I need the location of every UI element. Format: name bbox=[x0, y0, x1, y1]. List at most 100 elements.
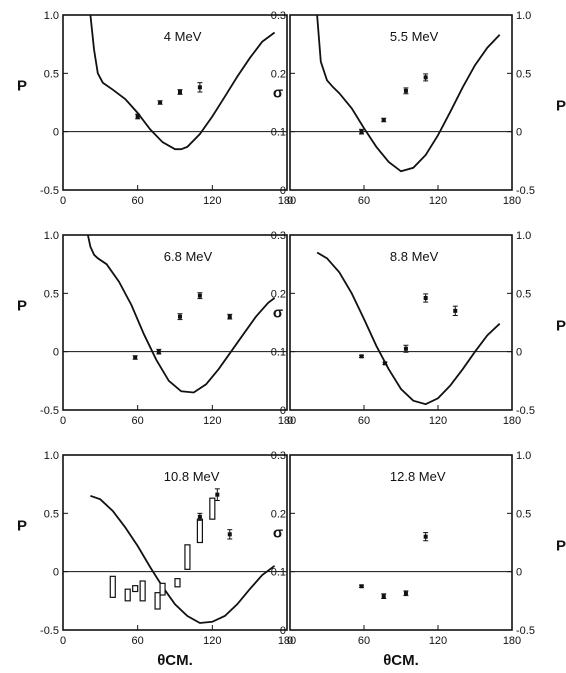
data-point bbox=[359, 354, 365, 359]
x-axis-label: θCM. bbox=[157, 652, 193, 669]
x-tick-label: 60 bbox=[132, 635, 144, 647]
data-point bbox=[157, 100, 163, 105]
x-tick-label: 120 bbox=[429, 635, 447, 647]
plot-frame bbox=[62, 454, 288, 631]
x-tick-label: 180 bbox=[503, 635, 521, 647]
plot-frame bbox=[289, 234, 513, 411]
y-tick-label: 0.5 bbox=[44, 68, 59, 80]
plot-frame bbox=[62, 14, 288, 191]
data-point bbox=[197, 512, 203, 521]
x-tick-label: 180 bbox=[503, 195, 521, 207]
y-tick-label: 0.5 bbox=[44, 288, 59, 300]
x-tick-label: 0 bbox=[287, 415, 293, 427]
sigma-axis-label: σ bbox=[273, 305, 283, 322]
y-tick-label: 1.0 bbox=[44, 230, 59, 242]
y-tick-label: 0.3 bbox=[271, 450, 286, 462]
theory-curve bbox=[316, 15, 501, 173]
theory-curve bbox=[89, 15, 276, 151]
x-tick-label: 0 bbox=[60, 195, 66, 207]
y-axis-label: P bbox=[17, 78, 27, 95]
sigma-axis-label: σ bbox=[273, 85, 283, 102]
theory-curve bbox=[87, 235, 276, 394]
data-point bbox=[156, 348, 162, 355]
panel-title: 6.8 MeV bbox=[164, 249, 213, 264]
y-axis-label: P bbox=[17, 298, 27, 315]
y-tick-label: 0 bbox=[53, 347, 59, 359]
data-box bbox=[184, 544, 191, 570]
x-tick-label: 60 bbox=[358, 415, 370, 427]
plot-frame bbox=[289, 454, 513, 631]
sigma-axis-label: σ bbox=[273, 525, 283, 542]
data-box bbox=[124, 588, 131, 602]
x-tick-label: 120 bbox=[203, 415, 221, 427]
data-point bbox=[423, 532, 429, 542]
y-tick-label: -0.5 bbox=[40, 625, 59, 637]
data-box bbox=[209, 497, 216, 520]
data-point bbox=[197, 292, 203, 300]
y-axis-label: P bbox=[17, 518, 27, 535]
y-right-tick-label: 0.5 bbox=[516, 68, 531, 80]
data-box bbox=[139, 580, 146, 602]
y-right-tick-label: 1.0 bbox=[516, 450, 531, 462]
y-tick-label: 0.5 bbox=[44, 508, 59, 520]
y-right-tick-label: -0.5 bbox=[516, 405, 535, 417]
x-tick-label: 120 bbox=[429, 415, 447, 427]
y-tick-label: 0 bbox=[280, 185, 286, 197]
data-point bbox=[177, 313, 183, 321]
data-point bbox=[135, 113, 141, 120]
data-point bbox=[452, 305, 458, 316]
panel-6: 0 60 120 18000.10.20.3-0.500.51.0σPθCM.12.8… bbox=[271, 450, 566, 669]
y-right-tick-label: 0.5 bbox=[516, 508, 531, 520]
data-point bbox=[359, 584, 365, 589]
x-tick-label: 180 bbox=[278, 195, 296, 207]
panel-title: 10.8 MeV bbox=[164, 469, 220, 484]
y-tick-label: 0.1 bbox=[271, 127, 286, 139]
y-tick-label: 0.3 bbox=[271, 10, 286, 22]
data-point bbox=[403, 590, 409, 597]
y-right-axis-label: P bbox=[556, 318, 566, 335]
data-box bbox=[109, 575, 116, 598]
data-point bbox=[214, 488, 220, 501]
x-tick-label: 60 bbox=[132, 415, 144, 427]
y-right-tick-label: -0.5 bbox=[516, 185, 535, 197]
x-tick-label: 0 bbox=[287, 195, 293, 207]
y-right-axis-label: P bbox=[556, 98, 566, 115]
panel-title: 8.8 MeV bbox=[390, 249, 439, 264]
y-right-axis-label: P bbox=[556, 538, 566, 555]
theory-curve bbox=[90, 494, 276, 624]
x-tick-label: 180 bbox=[503, 415, 521, 427]
x-tick-label: 180 bbox=[278, 635, 296, 647]
data-point bbox=[381, 593, 387, 599]
data-point bbox=[403, 344, 409, 353]
y-tick-label: 0 bbox=[280, 625, 286, 637]
y-tick-label: 0 bbox=[53, 567, 59, 579]
y-tick-label: 0.1 bbox=[271, 567, 286, 579]
data-point bbox=[227, 529, 233, 540]
data-point bbox=[359, 128, 365, 135]
y-right-tick-label: 0 bbox=[516, 567, 522, 579]
y-right-tick-label: 0 bbox=[516, 127, 522, 139]
data-point bbox=[403, 87, 409, 95]
x-tick-label: 0 bbox=[60, 635, 66, 647]
x-tick-label: 60 bbox=[132, 195, 144, 207]
y-tick-label: 0.3 bbox=[271, 230, 286, 242]
plot-frame bbox=[289, 14, 513, 191]
y-tick-label: -0.5 bbox=[40, 185, 59, 197]
x-axis-label: θCM. bbox=[383, 652, 419, 669]
y-right-tick-label: 1.0 bbox=[516, 230, 531, 242]
y-tick-label: 0.1 bbox=[271, 347, 286, 359]
theory-curve bbox=[316, 251, 501, 406]
y-tick-label: 0.2 bbox=[271, 68, 286, 80]
panel-title: 12.8 MeV bbox=[390, 469, 446, 484]
x-tick-label: 120 bbox=[203, 635, 221, 647]
data-point bbox=[423, 293, 429, 303]
x-tick-label: 120 bbox=[203, 195, 221, 207]
y-tick-label: 0 bbox=[53, 127, 59, 139]
data-box bbox=[159, 582, 166, 596]
x-tick-label: 180 bbox=[278, 415, 296, 427]
panel-title: 5.5 MeV bbox=[390, 29, 439, 44]
data-point bbox=[382, 361, 388, 366]
